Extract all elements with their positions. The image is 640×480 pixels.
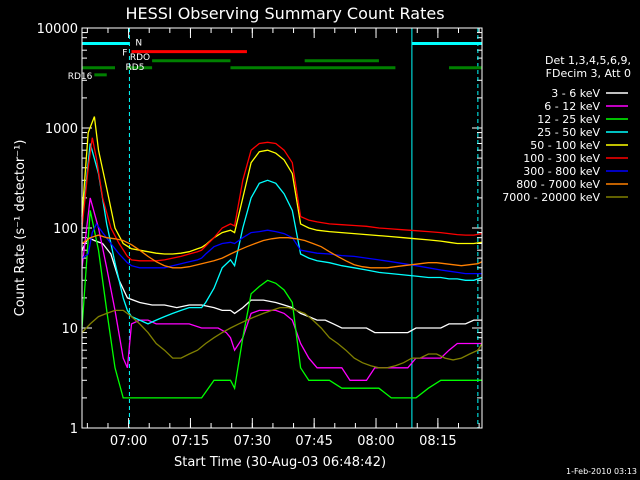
x-tick-label: 07:15 [172,434,209,449]
x-tick-label: 07:00 [110,434,147,449]
y-tick-label: 10 [61,322,78,337]
annotation-label-rd16: RD16 [68,72,93,82]
series-line-300-800-kev [81,222,482,275]
plot-area: 1 10 100 1000 10000 07:00 07:15 07:30 07:45 08:00… [37,22,483,449]
legend-label-6-12-kev: 6 - 12 keV [544,100,600,113]
series-line-50-100-kev [81,116,483,255]
annotation-label-f: F [122,49,127,59]
annotation-label-rdo: RDO [130,53,150,63]
series-line-25-50-kev [81,143,483,325]
legend-label-25-50-kev: 25 - 50 keV [537,126,600,139]
annotation-label-rd5: RD5 [126,63,145,73]
chart-title: HESSI Observing Summary Count Rates [125,4,444,23]
legend-label-100-300-kev: 100 - 300 keV [523,152,600,165]
series-line-12-25-kev [81,210,482,399]
legend-label-3-6-kev: 3 - 6 keV [551,87,600,100]
series-line-100-300-kev [81,137,483,262]
y-axis-label: Count Rate (s⁻¹ detector⁻¹) [13,140,28,317]
legend-header-line-1: Det 1,3,4,5,6,9, [545,54,631,67]
legend-label-800-7000-kev: 800 - 7000 keV [516,178,600,191]
series-line-800-7000-kev [81,234,483,269]
legend: Det 1,3,4,5,6,9, FDecim 3, Att 0 3 - 6 k… [502,54,631,204]
series-line-7000-20000-kev [81,306,483,369]
x-tick-label: 08:00 [357,434,394,449]
y-tick-label: 100 [53,222,78,237]
y-tick-label: 1000 [45,122,78,137]
legend-label-300-800-kev: 300 - 800 keV [523,165,600,178]
y-tick-label: 10000 [37,22,78,37]
x-tick-label: 07:45 [295,434,332,449]
footer-timestamp: 1-Feb-2010 03:13 [566,467,637,476]
x-axis-label: Start Time (30-Aug-03 06:48:42) [174,455,386,470]
x-tick-label: 08:15 [419,434,456,449]
annotation-label-n: N [135,38,142,48]
legend-label-50-100-kev: 50 - 100 keV [530,139,600,152]
x-tick-label: 07:30 [234,434,271,449]
legend-label-7000-20000-kev: 7000 - 20000 keV [502,191,600,204]
legend-header-line-2: FDecim 3, Att 0 [546,67,631,80]
legend-label-12-25-kev: 12 - 25 keV [537,113,600,126]
y-tick-label: 1 [70,422,78,437]
plot-frame [81,27,483,429]
